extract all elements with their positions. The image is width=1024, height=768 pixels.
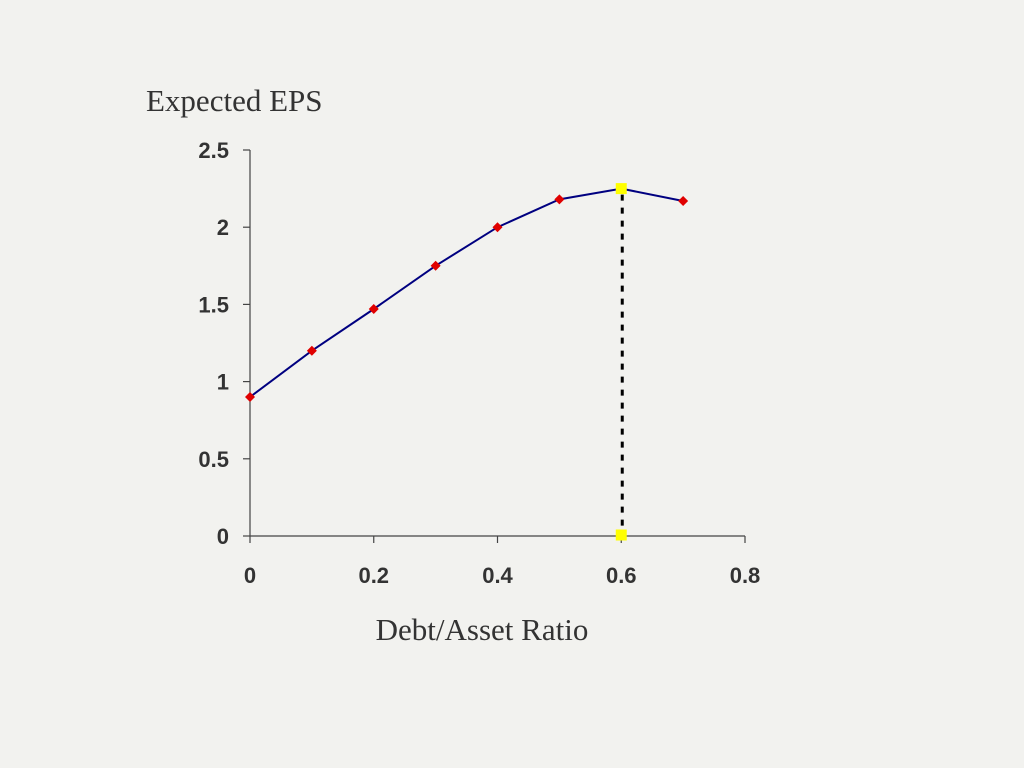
x-axis-title: Debt/Asset Ratio [376,612,589,647]
y-tick-label: 2 [217,215,229,240]
data-point [678,195,689,206]
x-tick-label: 0.4 [482,563,513,588]
y-ticks: 0 0.5 1 1.5 2 2.5 [198,138,250,549]
y-tick-label: 0.5 [198,447,229,472]
data-point [306,345,317,356]
series-line [249,187,684,398]
x-ticks: 0 0.2 0.4 0.6 0.8 [244,536,760,588]
x-tick-label: 0.2 [358,563,389,588]
highlight-layer [615,183,627,541]
data-point [245,392,255,403]
max-point-axis-marker [615,529,627,541]
max-point [615,183,627,195]
y-tick-label: 2.5 [198,138,229,163]
x-tick-label: 0.6 [606,563,637,588]
y-tick-label: 1 [217,370,229,395]
x-tick-label: 0.8 [730,563,761,588]
y-tick-label: 0 [217,524,229,549]
y-axis-title: Expected EPS [146,83,323,118]
y-tick-label: 1.5 [198,292,229,317]
series-layer [245,187,689,403]
data-point [430,260,441,271]
data-point [554,194,565,205]
data-point [368,304,379,315]
data-point [492,222,503,233]
x-tick-label: 0 [244,563,256,588]
